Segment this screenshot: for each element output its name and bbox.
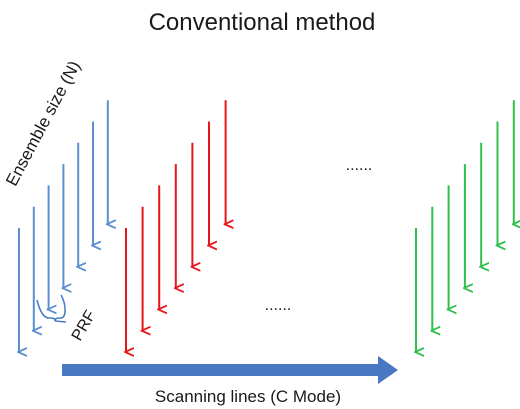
prf-connector	[55, 321, 66, 322]
scanning-lines-label: Scanning lines (C Mode)	[155, 387, 341, 406]
scanning-arrow-shaft	[62, 364, 380, 376]
red-arrow-group	[126, 100, 226, 352]
prf-bracket	[37, 295, 65, 321]
ensemble-size-label: Ensemble size (N)	[2, 58, 84, 190]
green-arrow-group	[416, 100, 514, 352]
ellipsis-lower: ......	[265, 297, 292, 314]
diagram-title: Conventional method	[149, 9, 376, 36]
prf-label: PRF	[69, 307, 100, 343]
scanning-arrow-head	[378, 356, 398, 384]
ellipsis-upper: ......	[346, 157, 373, 174]
